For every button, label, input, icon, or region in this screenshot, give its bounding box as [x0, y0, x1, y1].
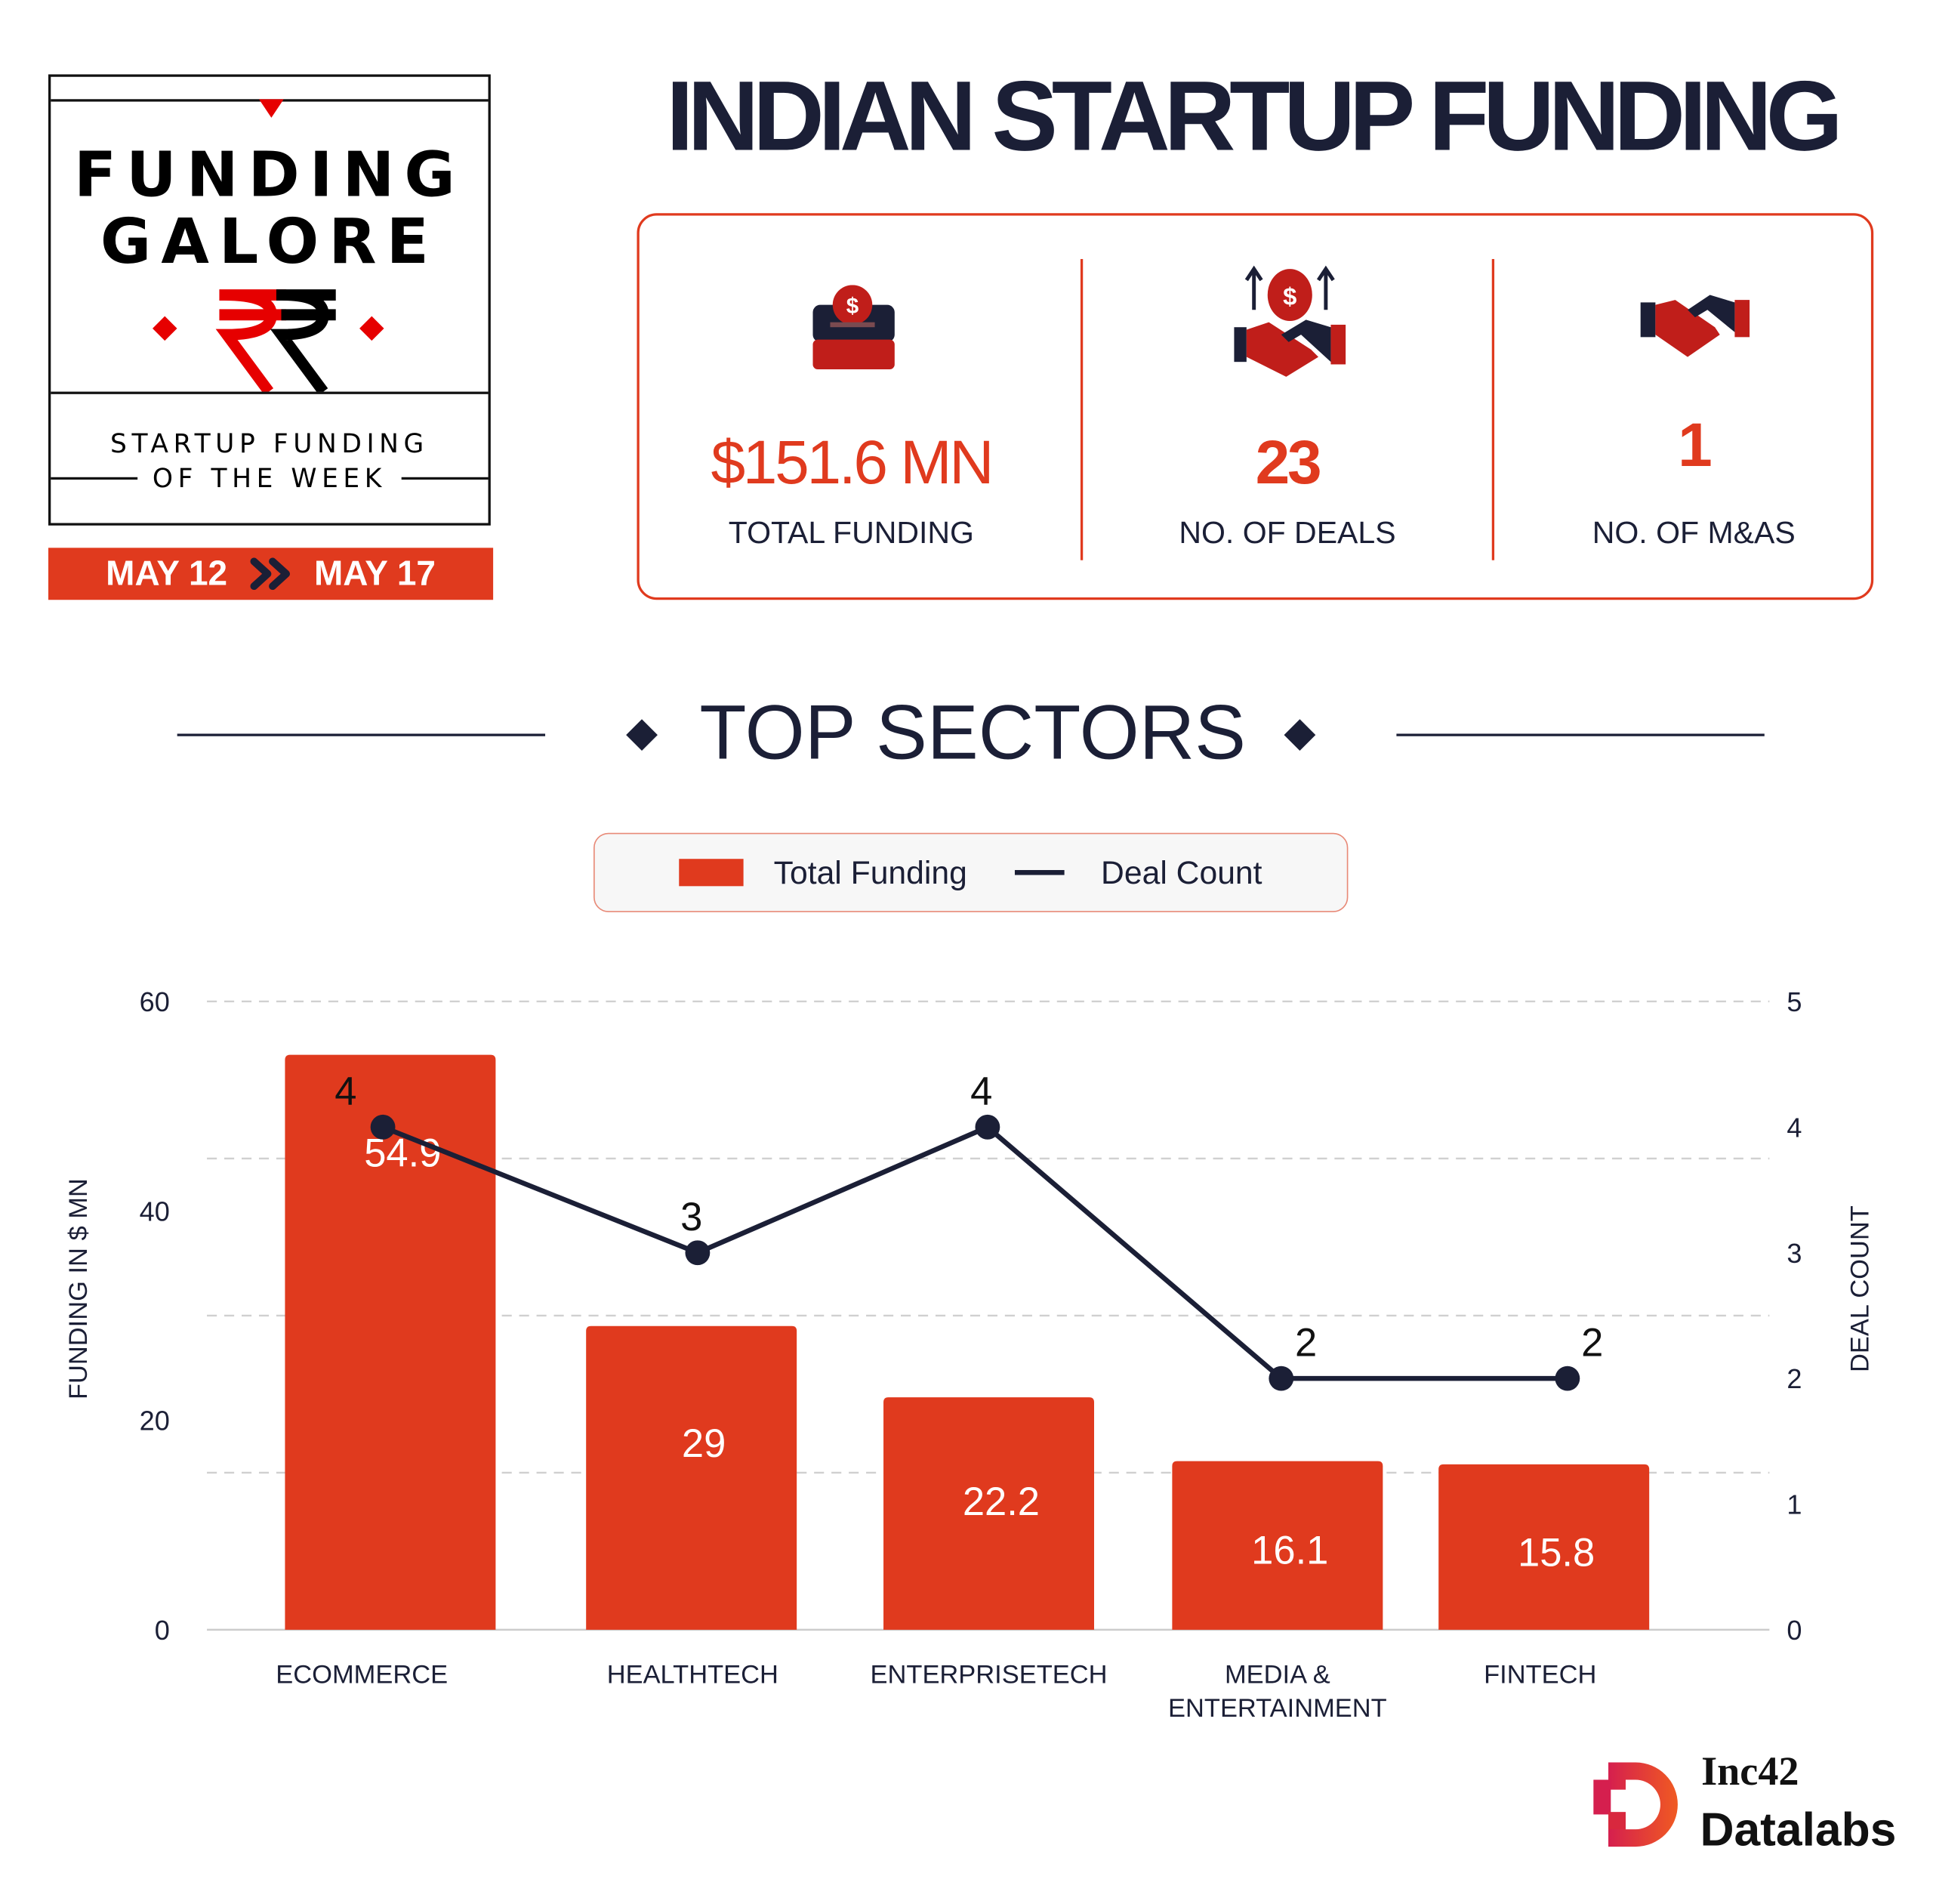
y-right-tick-label: 0 [1787, 1615, 1802, 1646]
divider [51, 391, 489, 394]
bar-value-label: 22.2 [963, 1480, 1040, 1524]
bar-value-label: 16.1 [1251, 1528, 1328, 1572]
deal-count-label: 2 [1581, 1321, 1603, 1366]
stat-label: TOTAL FUNDING [728, 515, 974, 551]
deal-count-point [975, 1114, 1000, 1140]
y-tick-label: 40 [140, 1196, 170, 1227]
stat-deals: 23 [1083, 427, 1492, 498]
divider [1080, 258, 1084, 560]
date-from: MAY 12 [106, 554, 228, 593]
handshake-icon [1640, 295, 1750, 357]
bar-value-label: 29 [682, 1421, 726, 1466]
y-axis-label: FUNDING IN $ MN [64, 1178, 93, 1399]
x-tick-label: MEDIA & [1225, 1660, 1330, 1689]
legend-label-funding: Total Funding [773, 853, 967, 891]
divider [1396, 733, 1765, 736]
stat-value: 1 [1678, 410, 1713, 480]
divider [1491, 258, 1495, 560]
stat-mas-label: NO. OF M&AS [1489, 516, 1898, 552]
svg-text:$: $ [846, 294, 859, 319]
y-right-tick-label: 5 [1787, 986, 1802, 1017]
deal-count-point [685, 1240, 711, 1266]
legend-swatch-deals [1014, 869, 1064, 875]
bar [1438, 1464, 1650, 1630]
bar-value-label: 15.8 [1518, 1530, 1595, 1575]
badge-title-line1: FUNDING [73, 138, 465, 211]
money-box-icon: $ [812, 285, 895, 370]
legend-label-deals: Deal Count [1101, 853, 1262, 891]
badge-subtitle-line2: OF THE WEEK [152, 463, 387, 494]
bar-value-label: 54.9 [364, 1131, 441, 1175]
stat-mas: 1 [1489, 409, 1898, 481]
y-right-tick-label: 2 [1787, 1363, 1802, 1394]
bar [586, 1325, 797, 1630]
stat-value: 23 [1255, 427, 1322, 498]
divider [177, 733, 546, 736]
deal-count-line [381, 1124, 1568, 1381]
deal-count-point [1555, 1366, 1580, 1391]
x-tick-label: ECOMMERCE [276, 1660, 448, 1689]
divider [401, 477, 489, 480]
handshake-money-icon: $ [1234, 265, 1346, 377]
page-title: INDIAN STARTUP FUNDING [666, 60, 1843, 171]
bar [285, 1054, 496, 1630]
deal-count-label: 2 [1295, 1321, 1317, 1366]
stats-panel: $ $ $151.6 MN TOTAL FUNDING 23 N [637, 213, 1874, 600]
deal-count-point [1269, 1366, 1294, 1391]
x-tick-label: FINTECH [1484, 1660, 1596, 1689]
deal-count-label: 4 [970, 1069, 992, 1114]
legend-swatch-funding [679, 859, 745, 887]
y-right-tick-label: 4 [1787, 1112, 1802, 1143]
section-title: TOP SECTORS [699, 690, 1247, 776]
deal-count-label: 3 [680, 1195, 702, 1239]
datalabs-logo-icon [1593, 1762, 1678, 1847]
stat-label: NO. OF DEALS [1179, 515, 1396, 551]
combo-chart: 0 20 40 60 0 1 2 3 4 5 FUNDING IN $ MN DEAL COUNT 54… [64, 986, 1875, 1723]
diamond-icon [626, 719, 658, 751]
triangle-marker-icon [258, 99, 284, 118]
date-to: MAY 17 [313, 554, 436, 593]
y-right-axis-label: DEAL COUNT [1846, 1205, 1875, 1372]
x-tick-label: ENTERPRISETECH [871, 1660, 1108, 1689]
x-tick-label: ENTERTAINMENT [1168, 1694, 1387, 1723]
x-tick-label: HEALTHTECH [607, 1660, 778, 1689]
divider [51, 477, 138, 480]
y-tick-label: 60 [140, 986, 170, 1017]
rupee-icon [153, 289, 384, 392]
chart-legend: Total Funding Deal Count [593, 832, 1349, 912]
y-tick-label: 20 [140, 1406, 170, 1436]
stat-label: NO. OF M&AS [1592, 515, 1796, 551]
stat-deals-label: NO. OF DEALS [1083, 516, 1492, 552]
diamond-icon [1284, 719, 1316, 751]
badge-title-line2: GALORE [100, 205, 439, 278]
stat-total-funding-label: TOTAL FUNDING [647, 516, 1056, 552]
double-chevron-right-icon [249, 557, 290, 591]
bar [883, 1397, 1095, 1630]
brand-datalabs: Datalabs [1700, 1804, 1897, 1857]
y-right-tick-label: 3 [1787, 1238, 1802, 1269]
date-range: MAY 12 MAY 17 [48, 548, 494, 600]
y-right-tick-label: 1 [1787, 1489, 1802, 1520]
deal-count-label: 4 [334, 1069, 356, 1114]
svg-text:$: $ [1283, 282, 1296, 310]
stat-value: $151.6 MN [711, 427, 994, 498]
brand-inc42: Inc42 [1701, 1750, 1799, 1795]
funding-galore-badge: FUNDING GALORE STARTUP FUNDING OF THE WE… [48, 74, 491, 526]
badge-subtitle-line1: STARTUP FUNDING [110, 428, 429, 459]
bar [1172, 1461, 1383, 1630]
deal-count-point [370, 1114, 396, 1140]
y-tick-label: 0 [155, 1615, 170, 1646]
stat-total-funding: $151.6 MN [647, 427, 1056, 498]
